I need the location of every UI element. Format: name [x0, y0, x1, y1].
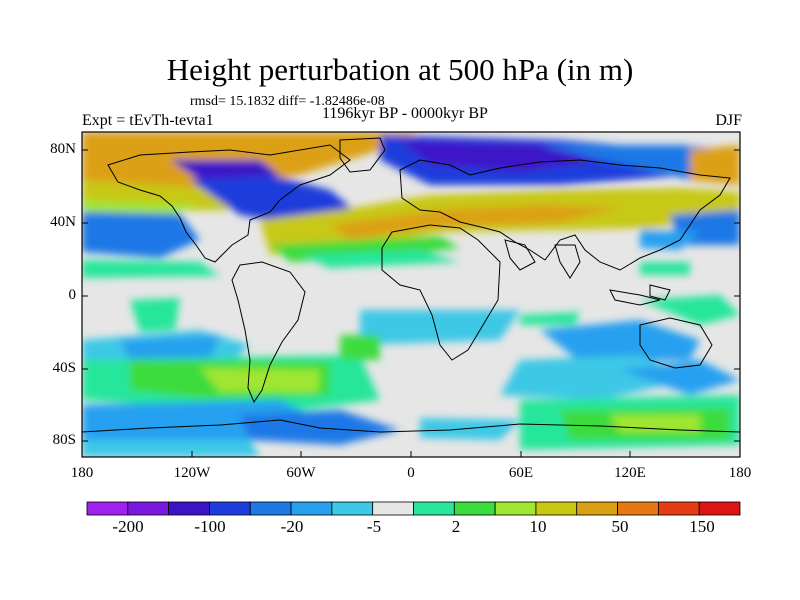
ylabel-40n: 40N [50, 214, 76, 230]
colorbar-box [576, 501, 618, 516]
colorbar-box [617, 501, 659, 516]
colorbar-box [698, 501, 741, 516]
season-label: DJF [715, 112, 742, 129]
colorbar-box [453, 501, 496, 516]
ylabel-0: 0 [68, 287, 77, 303]
colorbar-label: -100 [194, 517, 226, 536]
xlabel-180w: 180 [70, 465, 94, 481]
colorbar-box [494, 501, 537, 516]
colorbar-box [657, 501, 700, 516]
ylabel-40s: 40S [52, 360, 76, 376]
colorbar-label: -5 [366, 517, 382, 536]
xlabel-60e: 60E [508, 465, 534, 481]
colorbar-box [249, 501, 292, 516]
low-north-america [190, 175, 360, 225]
colorbar-box [290, 501, 333, 516]
coastlines [82, 137, 740, 433]
colorbar-label: 2 [451, 517, 461, 536]
colorbar-label: -20 [280, 517, 304, 536]
colorbar-box [331, 501, 374, 516]
colorbar-box [413, 501, 455, 516]
xlabel-0: 0 [407, 465, 415, 481]
ylabel-80s: 80S [52, 432, 76, 448]
ylabel-80n: 80N [50, 141, 76, 157]
colorbar-label: 150 [689, 517, 715, 536]
colorbar-label: 50 [611, 517, 629, 536]
stats-text: rmsd= 15.1832 diff= -1.82486e-08 [190, 94, 385, 109]
experiment-label: Expt = tEvTh-tevta1 [82, 112, 214, 129]
period-text: 1196kyr BP - 0000kyr BP [322, 105, 488, 122]
colorbar-box [86, 501, 129, 516]
colorbar [86, 501, 741, 516]
colorbar-label: 10 [529, 517, 547, 536]
contour-field [82, 132, 740, 457]
colorbar-box [168, 501, 210, 516]
axis-ticks [81, 149, 741, 457]
colorbar-box [535, 501, 578, 516]
colorbar-label: -200 [112, 517, 144, 536]
xlabel-180e: 180 [728, 465, 752, 481]
xlabel-60w: 60W [286, 465, 316, 481]
colorbar-box [372, 501, 414, 516]
colorbar-box [127, 501, 170, 516]
low-north-pacific [82, 212, 200, 258]
xlabel-120w: 120W [173, 465, 211, 481]
map-title: Height perturbation at 500 hPa (in m) [166, 52, 634, 87]
xlabel-120e: 120E [614, 465, 646, 481]
colorbar-box [209, 501, 251, 516]
